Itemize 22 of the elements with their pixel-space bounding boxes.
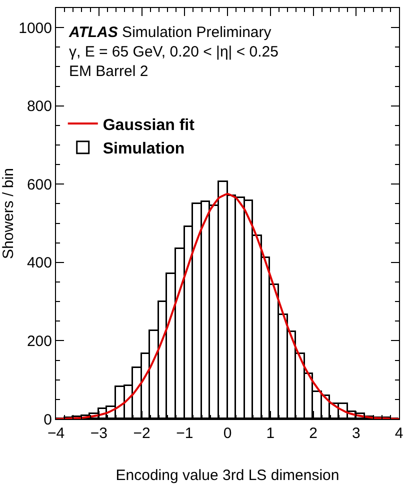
y-tick-label: 200	[26, 332, 52, 350]
y-tick-label: 600	[26, 176, 52, 194]
x-tick-label: 0	[223, 425, 232, 442]
legend-label: Gaussian fit	[102, 116, 196, 134]
x-axis-title: Encoding value 3rd LS dimension	[116, 467, 340, 484]
y-tick-label: 400	[26, 254, 52, 272]
annotation: Simulation Preliminary	[122, 24, 272, 41]
y-tick-label: 800	[26, 98, 52, 116]
annotation: ATLAS	[68, 24, 118, 41]
x-tick-label: 3	[352, 425, 360, 442]
x-tick-label: 4	[394, 425, 404, 442]
x-tick-label: 1	[266, 425, 275, 442]
x-tick-label: −3	[90, 425, 108, 442]
annotation: EM Barrel 2	[69, 63, 148, 80]
y-tick-label: 1000	[18, 20, 52, 37]
line-series	[56, 192, 399, 419]
x-tick-label: 2	[309, 425, 318, 442]
x-tick-label: −2	[133, 425, 150, 442]
y-axis-title: Showers / bin	[0, 168, 17, 259]
legend-label: Simulation	[102, 140, 185, 158]
x-tick-label: −1	[176, 425, 194, 442]
annotation: γ, E = 65 GeV, 0.20 < |η| < 0.25	[69, 44, 278, 60]
